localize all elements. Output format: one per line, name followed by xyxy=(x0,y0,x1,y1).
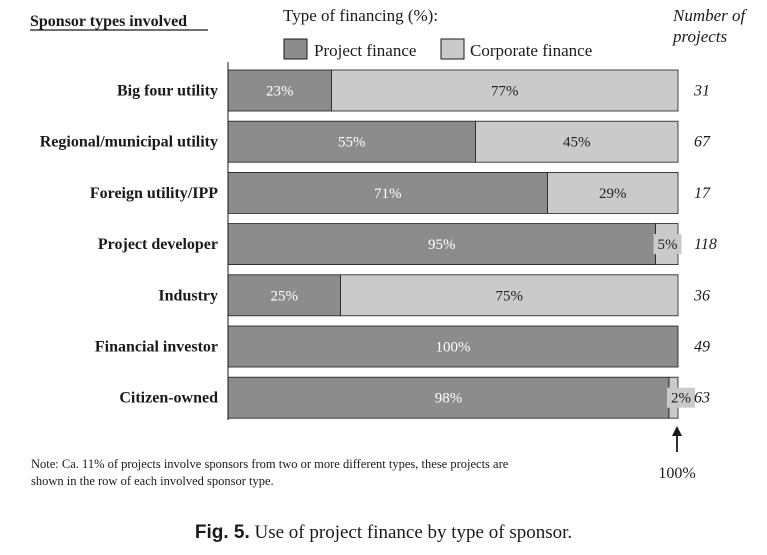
category-label: Regional/municipal utility xyxy=(40,134,218,151)
bars-group: Big four utility 23% 77% 31 Regional/municip… xyxy=(40,69,717,419)
category-label: Big four utility xyxy=(117,83,218,100)
footnote: Note: Ca. 11% of projects involve sponso… xyxy=(31,456,591,490)
category-label: Financial investor xyxy=(95,339,218,356)
legend: Project finance Corporate finance xyxy=(283,38,592,60)
category-label: Industry xyxy=(158,287,218,304)
category-label: Foreign utility/IPP xyxy=(90,185,218,202)
end-marker-label: 100% xyxy=(658,465,695,482)
value-label-corporate-finance: 29% xyxy=(599,186,627,202)
project-count: 31 xyxy=(693,83,710,100)
value-label-box-corporate-finance xyxy=(667,387,695,408)
number-of-projects-title-line2: projects xyxy=(672,27,728,46)
figure-caption: Fig. 5. Use of project finance by type o… xyxy=(0,522,767,544)
bar-corporate-finance xyxy=(340,274,679,317)
value-label-corporate-finance: 2% xyxy=(671,391,691,407)
value-label-project-finance: 71% xyxy=(374,186,402,202)
project-count: 49 xyxy=(694,339,710,356)
footnote-line-2: shown in the row of each involved sponso… xyxy=(31,474,274,488)
bar-project-finance xyxy=(227,325,679,368)
legend-label-project-finance: Project finance xyxy=(314,41,416,60)
figure-caption-text: Use of project finance by type of sponso… xyxy=(254,522,573,543)
value-label-project-finance: 98% xyxy=(435,391,463,407)
bar-corporate-finance xyxy=(547,171,679,214)
category-label: Citizen-owned xyxy=(119,390,218,407)
value-label-project-finance: 95% xyxy=(428,237,456,253)
end-marker-arrow-head xyxy=(672,426,682,436)
value-label-corporate-finance: 77% xyxy=(491,84,519,100)
value-label-project-finance: 25% xyxy=(271,288,299,304)
value-label-corporate-finance: 45% xyxy=(563,135,591,151)
project-count: 63 xyxy=(694,390,710,407)
figure-caption-label: Fig. 5. xyxy=(194,522,250,543)
project-count: 17 xyxy=(694,185,711,202)
project-count: 36 xyxy=(693,287,710,304)
bar-project-finance xyxy=(227,120,476,163)
bar-corporate-finance xyxy=(475,120,679,163)
value-label-project-finance: 100% xyxy=(436,340,471,356)
bar-corporate-finance xyxy=(331,69,679,112)
bar-project-finance xyxy=(227,171,548,214)
value-label-corporate-finance: 5% xyxy=(658,237,678,253)
legend-swatch-project-finance xyxy=(283,38,308,60)
category-label: Project developer xyxy=(98,236,218,253)
bar-project-finance xyxy=(227,376,670,419)
financing-type-title: Type of financing (%): xyxy=(283,6,438,25)
legend-swatch-corporate-finance xyxy=(440,38,465,60)
value-label-project-finance: 23% xyxy=(266,84,294,100)
legend-label-corporate-finance: Corporate finance xyxy=(470,41,592,60)
project-count: 67 xyxy=(694,134,711,151)
value-label-box-corporate-finance xyxy=(653,234,682,255)
project-count: 118 xyxy=(694,236,717,253)
end-marker: 100% xyxy=(658,426,696,482)
sponsor-types-title: Sponsor types involved xyxy=(30,13,187,30)
value-label-project-finance: 55% xyxy=(338,135,366,151)
value-label-corporate-finance: 75% xyxy=(496,288,524,304)
number-of-projects-title-line1: Number of xyxy=(672,6,748,25)
footnote-line-1: Note: Ca. 11% of projects involve sponso… xyxy=(31,457,509,471)
